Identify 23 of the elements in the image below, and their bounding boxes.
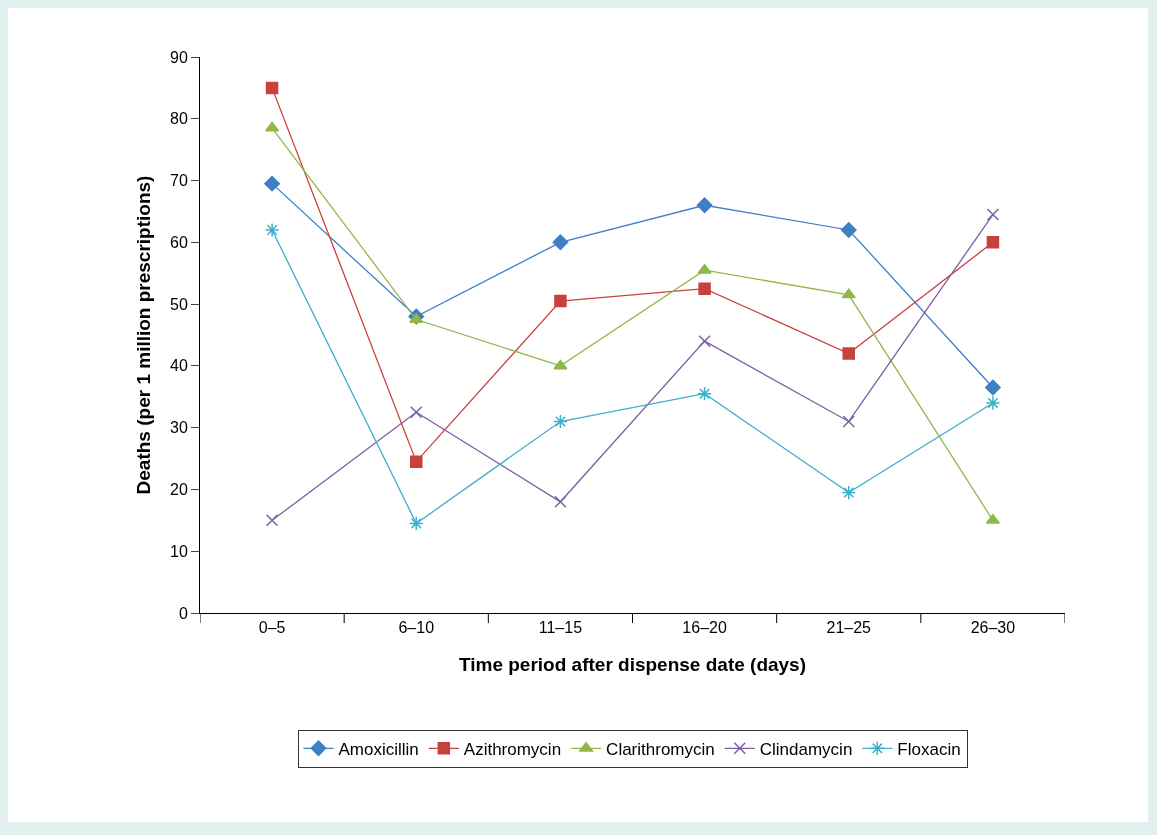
x-axis-title: Time period after dispense date (days) xyxy=(458,654,807,675)
legend-label: Clindamycin xyxy=(759,739,853,759)
y-tick-label: 60 xyxy=(170,233,188,251)
y-tick-label: 50 xyxy=(170,295,188,313)
x-tick-label: 6–10 xyxy=(398,619,435,637)
legend-label: Azithromycin xyxy=(463,739,562,759)
y-tick-label: 70 xyxy=(170,172,188,190)
y-tick-label: 90 xyxy=(170,48,188,66)
y-tick-label: 20 xyxy=(170,481,188,499)
x-tick-label: 26–30 xyxy=(970,619,1016,637)
x-tick-label: 11–15 xyxy=(538,619,583,637)
x-tick-label: 16–20 xyxy=(682,619,727,637)
x-tick-label: 21–25 xyxy=(826,619,872,637)
legend-label: Floxacin xyxy=(897,739,961,759)
legend-label: Amoxicillin xyxy=(338,739,419,759)
y-tick-label: 80 xyxy=(170,110,188,128)
y-axis-title: Deaths (per 1 million prescriptions) xyxy=(132,175,154,495)
y-tick-label: 10 xyxy=(170,542,188,560)
y-tick-label: 40 xyxy=(170,357,188,375)
y-tick-label: 30 xyxy=(170,419,188,437)
y-tick-label: 0 xyxy=(178,604,188,622)
x-tick-label: 0–5 xyxy=(258,619,286,637)
legend-label: Clarithromycin xyxy=(606,739,715,759)
